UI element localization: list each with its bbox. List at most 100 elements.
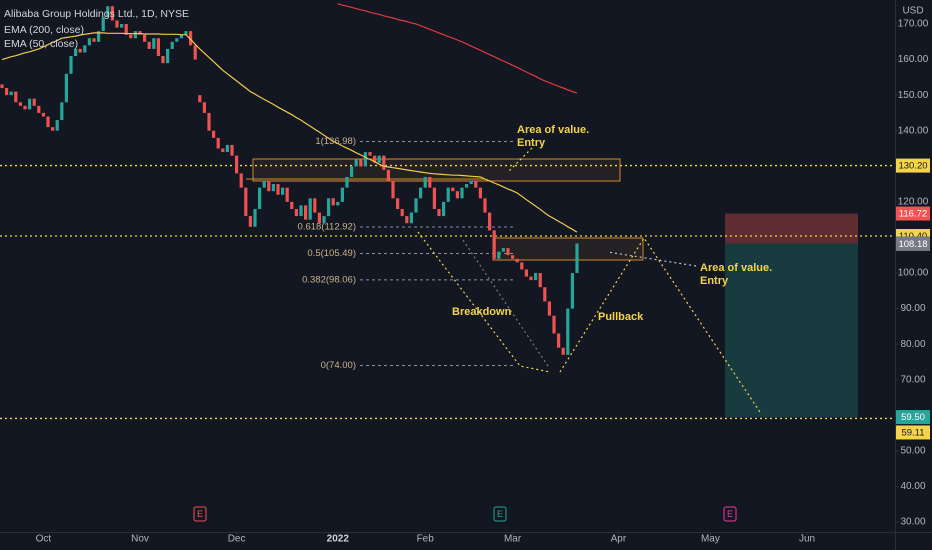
candle <box>175 38 179 42</box>
candle <box>106 6 110 17</box>
candle <box>37 105 41 113</box>
candle <box>262 180 266 188</box>
currency: USD <box>902 6 923 17</box>
candle <box>14 91 18 103</box>
annotation: Area of value. <box>517 124 589 136</box>
candle <box>543 287 547 302</box>
x-tick-label: 2022 <box>327 534 350 545</box>
candle <box>115 20 119 28</box>
candle <box>538 273 542 288</box>
breakdown-arrow <box>417 231 551 373</box>
candle <box>386 169 390 181</box>
y-tick-label: 150.00 <box>898 90 929 101</box>
candle <box>258 187 262 209</box>
x-tick-label: Nov <box>131 534 149 545</box>
candle <box>46 116 50 128</box>
candle <box>322 216 326 224</box>
candle <box>534 273 538 281</box>
candle <box>230 144 234 156</box>
fib-label: 1(136.98) <box>315 136 356 147</box>
candle <box>317 212 321 224</box>
candle <box>451 187 455 192</box>
fib-label: 0.618(112.92) <box>298 222 356 233</box>
value-zone <box>492 237 644 261</box>
candle <box>189 31 193 46</box>
candle <box>382 155 386 170</box>
candle <box>207 112 211 131</box>
target-zone <box>725 243 858 418</box>
candle <box>313 198 317 213</box>
candle <box>547 301 551 316</box>
candle <box>244 187 248 217</box>
price-tag <box>896 206 930 221</box>
earnings-icon[interactable] <box>493 506 507 522</box>
candle <box>74 48 78 57</box>
candle <box>506 248 510 256</box>
candle <box>469 180 473 185</box>
symbol-title[interactable]: Alibaba Group Holdings Ltd., 1D, NYSE <box>4 8 189 20</box>
price-tag <box>896 158 930 173</box>
candle <box>110 6 114 21</box>
candle <box>97 31 101 42</box>
price-tag-label: 116.72 <box>899 209 927 220</box>
earnings-markers: E E E <box>193 506 737 522</box>
candle <box>124 24 128 35</box>
candle <box>166 48 170 64</box>
candle <box>446 187 450 202</box>
candle <box>152 38 156 49</box>
candle <box>442 201 446 217</box>
x-tick-label: May <box>701 534 720 545</box>
candle <box>120 24 124 28</box>
candle <box>83 45 87 53</box>
candle <box>492 230 496 259</box>
candle <box>143 34 147 42</box>
candle <box>483 198 487 213</box>
stop-zone <box>725 213 858 244</box>
candle <box>202 102 206 113</box>
candle <box>5 88 9 96</box>
indicator-label[interactable]: EMA (50, close) <box>4 38 78 50</box>
candle <box>304 205 308 220</box>
candle <box>78 48 82 53</box>
candle <box>248 216 252 227</box>
candle <box>290 201 294 209</box>
earnings-icon[interactable] <box>193 506 207 522</box>
candle <box>511 255 515 259</box>
candle <box>92 38 96 42</box>
candle <box>179 34 183 39</box>
candle <box>331 198 335 206</box>
candle <box>432 187 436 209</box>
candle <box>294 208 298 217</box>
earnings-icon[interactable] <box>723 506 737 522</box>
candle <box>198 95 202 103</box>
fib-label: 0(74.00) <box>321 360 356 371</box>
candle <box>133 31 137 39</box>
candle <box>552 315 556 334</box>
drawings <box>417 147 761 413</box>
candle <box>345 176 349 188</box>
candle <box>18 102 22 106</box>
candle <box>147 41 151 49</box>
indicator-label[interactable]: EMA (200, close) <box>4 24 84 36</box>
annotation: Area of value. <box>700 262 772 274</box>
y-tick-label: 90.00 <box>900 303 925 314</box>
y-tick-label: 70.00 <box>900 374 925 385</box>
candle <box>405 216 409 224</box>
candle <box>138 31 142 35</box>
candle <box>336 201 340 206</box>
candle <box>497 251 501 259</box>
candle <box>60 102 64 121</box>
fib-trend <box>462 239 549 367</box>
value-zone <box>252 158 621 182</box>
candle <box>267 180 271 192</box>
candle <box>101 16 105 32</box>
candle <box>51 127 55 131</box>
candle <box>285 187 289 202</box>
entry-arrow <box>507 147 533 173</box>
x-tick-label: Feb <box>417 534 435 545</box>
x-tick-label: Dec <box>228 534 246 545</box>
y-tick-label: 120.00 <box>898 197 929 208</box>
candle <box>396 198 400 209</box>
